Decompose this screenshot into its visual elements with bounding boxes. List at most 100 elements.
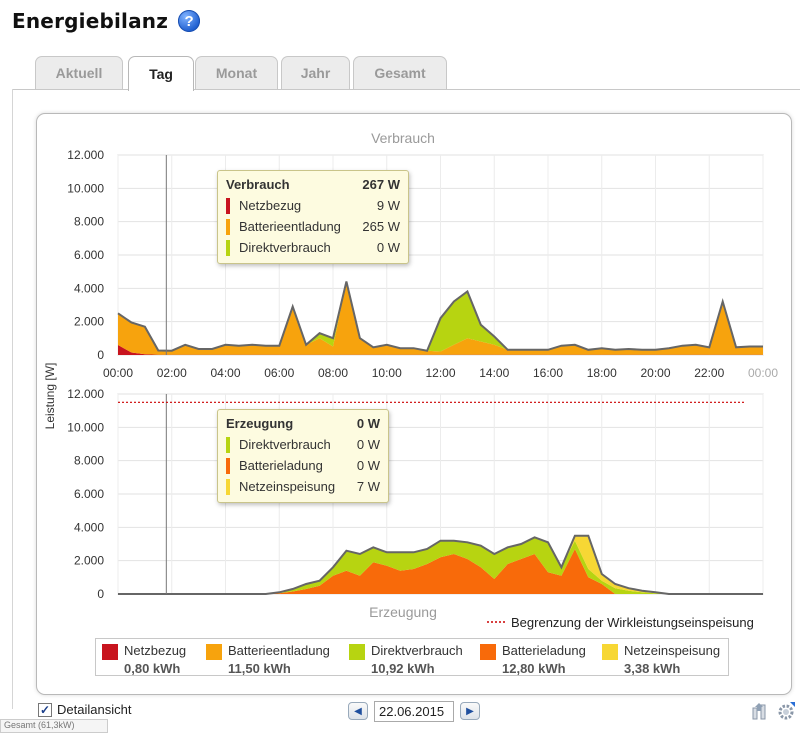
top-chart-areas	[117, 155, 763, 355]
tooltip-row-value: 0 W	[356, 437, 380, 452]
x-tick-label: 14:00	[479, 366, 509, 380]
tooltip-row-label: Batterieentladung	[239, 219, 341, 234]
x-tick-label: 18:00	[587, 366, 617, 380]
legend-value: 10,92 kWh	[371, 661, 435, 676]
legend-name: Batterieentladung	[228, 643, 330, 658]
legend-name: Direktverbrauch	[371, 643, 463, 658]
tooltip-row-value: 265 W	[362, 219, 400, 234]
prev-day-button[interactable]: ◀	[348, 702, 368, 720]
area-series-direktverbrauch	[118, 281, 763, 352]
page-title: Energiebilanz	[12, 9, 169, 33]
total-outline	[118, 534, 763, 595]
bottom-chart-axis: 12.000 10.000 8.000 6.000 4.000 2.000 0	[67, 387, 104, 601]
x-tick-label: 00:00	[103, 366, 133, 380]
area-series-batterieladung	[118, 549, 763, 594]
y-tick-label: 4.000	[74, 520, 104, 534]
x-tick-label: 04:00	[210, 366, 240, 380]
tooltip-row-value: 7 W	[356, 479, 380, 494]
detail-view-label: Detailansicht	[57, 702, 132, 717]
top-chart-axis: 12.000 10.000 8.000 6.000 4.000 2.000 0 00:00 02…	[67, 148, 778, 380]
x-tick-label: 12:00	[425, 366, 455, 380]
export-icon[interactable]	[750, 701, 770, 721]
y-tick-label: 10.000	[67, 181, 104, 195]
x-tick-label: 08:00	[318, 366, 348, 380]
tooltip-swatch	[226, 239, 230, 256]
legend-swatch	[602, 644, 618, 660]
y-tick-label: 4.000	[74, 281, 104, 295]
legend-swatch	[102, 644, 118, 660]
tooltip-row-label: Netzeinspeisung	[239, 479, 336, 494]
arrow-left-icon: ◀	[354, 705, 362, 717]
tab-tag[interactable]: Tag	[128, 56, 194, 91]
tooltip-swatch	[226, 436, 230, 453]
arrow-right-icon: ▶	[466, 705, 474, 717]
area-series-batterieentladung	[118, 281, 763, 355]
content-border	[12, 89, 13, 709]
tooltip-title: Verbrauch	[226, 177, 290, 192]
y-axis-label: Leistung [W]	[43, 363, 57, 430]
x-tick-label: 22:00	[694, 366, 724, 380]
date-input[interactable]	[374, 701, 454, 722]
area-series-netzeinspeisung	[118, 535, 763, 594]
gear-icon[interactable]	[776, 701, 796, 721]
area-series-direktverbrauch	[118, 537, 763, 594]
status-tab: Gesamt (61,3kW)	[0, 719, 108, 733]
tooltip-row-label: Netzbezug	[239, 198, 302, 213]
y-tick-label: 12.000	[67, 387, 104, 401]
tooltip-title: Erzeugung	[226, 416, 294, 431]
legend-swatch	[349, 644, 365, 660]
y-tick-label: 0	[97, 587, 104, 601]
detail-view-checkbox[interactable]: ✓	[38, 703, 52, 717]
bottom-chart-areas	[118, 394, 763, 595]
legend-swatch	[206, 644, 222, 660]
x-tick-label: 00:00	[748, 366, 778, 380]
legend-name: Netzbezug	[124, 643, 187, 658]
next-day-button[interactable]: ▶	[460, 702, 480, 720]
tab-jahr[interactable]: Jahr	[281, 56, 350, 89]
legend-value: 0,80 kWh	[124, 661, 181, 676]
y-tick-label: 2.000	[74, 554, 104, 568]
tooltip-total: 0 W	[356, 416, 380, 431]
tab-monat[interactable]: Monat	[195, 56, 278, 89]
y-tick-label: 8.000	[74, 454, 104, 468]
x-tick-label: 10:00	[372, 366, 402, 380]
tooltip-swatch	[226, 457, 230, 474]
x-tick-label: 20:00	[640, 366, 670, 380]
tooltip-total: 267 W	[362, 177, 400, 192]
x-tick-label: 16:00	[533, 366, 563, 380]
tooltip-row-label: Direktverbrauch	[239, 240, 331, 255]
chart-title-verbrauch: Verbrauch	[371, 130, 435, 146]
chart-title-erzeugung: Erzeugung	[369, 604, 437, 620]
limit-line-legend-label: Begrenzung der Wirkleistungseinspeisung	[511, 615, 754, 630]
y-tick-label: 6.000	[74, 248, 104, 262]
legend-value: 11,50 kWh	[228, 661, 291, 676]
tooltip-verbrauch: Verbrauch 267 W Netzbezug 9 W Batterieentl…	[217, 170, 409, 264]
y-tick-label: 2.000	[74, 315, 104, 329]
tab-gesamt[interactable]: Gesamt	[353, 56, 447, 89]
tooltip-row-label: Batterieladung	[239, 458, 323, 473]
tooltip-row-value: 0 W	[376, 240, 400, 255]
title-row: Energiebilanz ?	[12, 6, 201, 36]
tooltip-swatch	[226, 218, 230, 235]
legend-swatch	[480, 644, 496, 660]
legend-value: 12,80 kWh	[502, 661, 566, 676]
legend-name: Netzeinspeisung	[624, 643, 721, 658]
y-tick-label: 6.000	[74, 487, 104, 501]
legend: Netzbezug 0,80 kWh Batterieentladung 11,…	[95, 638, 729, 676]
tooltip-erzeugung: Erzeugung 0 W Direktverbrauch 0 W Batterie…	[217, 409, 389, 503]
tooltip-row-label: Direktverbrauch	[239, 437, 331, 452]
legend-name: Batterieladung	[502, 643, 586, 658]
tooltip-row-value: 9 W	[376, 198, 400, 213]
y-tick-label: 12.000	[67, 148, 104, 162]
y-tick-label: 0	[97, 348, 104, 362]
tooltip-row-value: 0 W	[356, 458, 380, 473]
tab-divider	[12, 89, 800, 90]
y-tick-label: 10.000	[67, 420, 104, 434]
bottom-bar: ✓ Detailansicht ◀ ▶	[38, 701, 798, 723]
help-icon[interactable]: ?	[178, 10, 201, 32]
total-outline	[117, 281, 763, 352]
tooltip-swatch	[226, 478, 230, 495]
tooltip-swatch	[226, 197, 230, 214]
tab-aktuell[interactable]: Aktuell	[35, 56, 123, 89]
y-tick-label: 8.000	[74, 215, 104, 229]
